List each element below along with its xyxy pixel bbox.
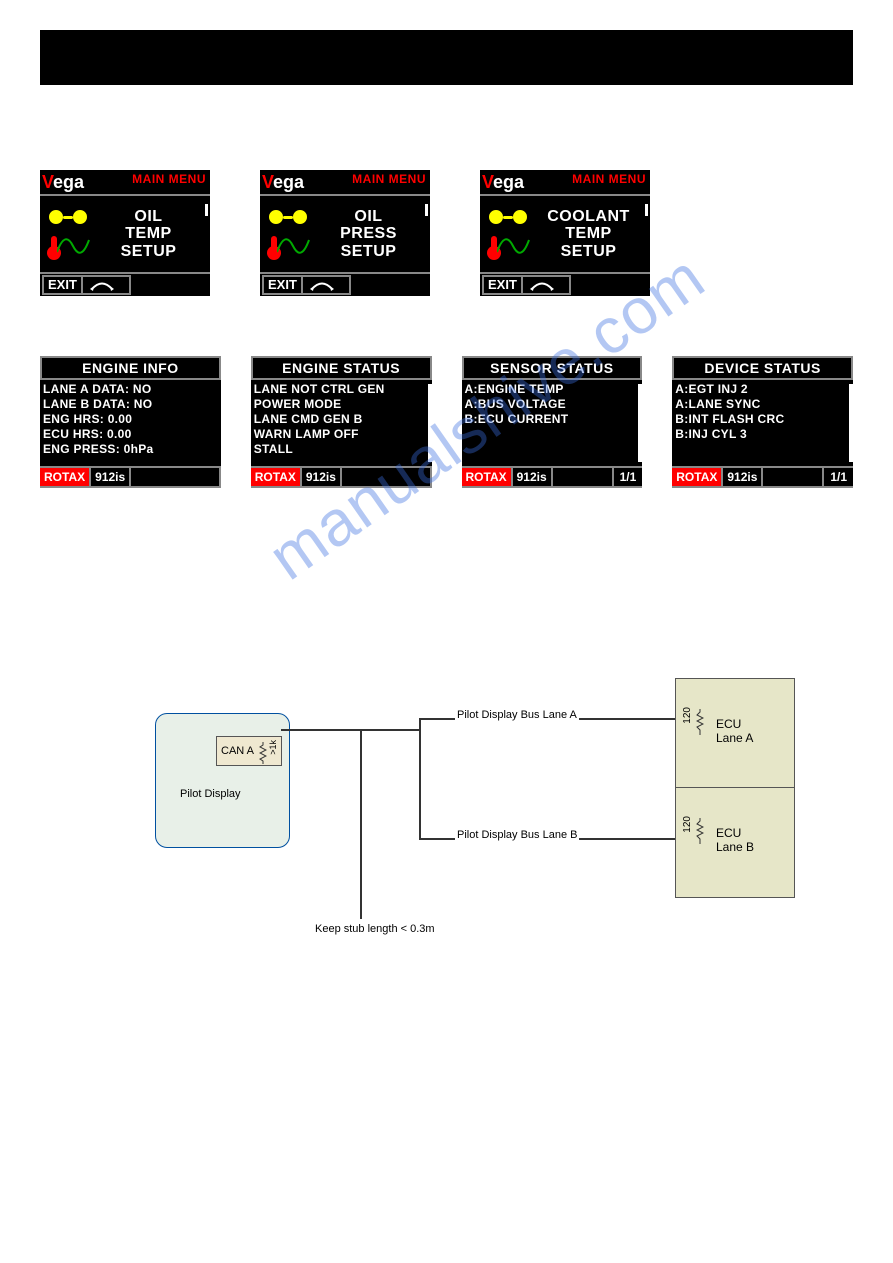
vega-icon (480, 196, 535, 272)
exit-button[interactable]: EXIT (482, 275, 523, 295)
wiring-diagram: CAN A >1k Pilot Display Keep stub length… (155, 678, 795, 938)
vega-brand: Vega (42, 172, 84, 193)
side-mark (425, 204, 428, 216)
ecu-a-label: ECULane A (716, 717, 753, 746)
page-indicator: 1/1 (824, 468, 853, 486)
ecu-b-label: ECULane B (716, 826, 754, 855)
page-indicator: 1/1 (614, 468, 643, 486)
status-screen: DEVICE STATUS A:EGT INJ 2 A:LANE SYNC B:… (672, 356, 853, 488)
can-a-resistor-value: >1k (269, 740, 278, 755)
vega-icon (40, 196, 95, 272)
vega-line: COOLANT (547, 208, 630, 226)
nav-arrows[interactable] (83, 275, 131, 295)
main-menu-label: MAIN MENU (352, 172, 426, 186)
vega-brand: Vega (482, 172, 524, 193)
scroll-mark (638, 384, 642, 462)
status-title: DEVICE STATUS (672, 356, 853, 380)
status-line: A:LANE SYNC (675, 397, 850, 412)
vega-brand: Vega (262, 172, 304, 193)
status-title: ENGINE STATUS (251, 356, 432, 380)
vega-v: V (262, 172, 273, 192)
pilot-display-label: Pilot Display (180, 788, 241, 800)
rotax-badge: ROTAX (462, 468, 513, 486)
status-title: SENSOR STATUS (462, 356, 643, 380)
side-mark (205, 204, 208, 216)
status-title: ENGINE INFO (40, 356, 221, 380)
can-a-label: CAN A (221, 745, 254, 757)
ecu-b-resistor-value: 120 (682, 816, 693, 833)
ecu-lane-b-box: 120 ECULane B (675, 788, 795, 898)
status-line: LANE CMD GEN B (254, 412, 429, 427)
status-screens-row: ENGINE INFO LANE A DATA: NO LANE B DATA:… (40, 356, 853, 488)
status-line: LANE NOT CTRL GEN (254, 382, 429, 397)
status-line: LANE A DATA: NO (43, 382, 218, 397)
stub-length-note: Keep stub length < 0.3m (315, 923, 435, 935)
exit-button[interactable]: EXIT (42, 275, 83, 295)
status-line: ECU HRS: 0.00 (43, 427, 218, 442)
status-line: B:INT FLASH CRC (675, 412, 850, 427)
vega-line: TEMP (565, 225, 611, 243)
vega-screens-row: Vega MAIN MENU OIL TEMP SETUP (40, 170, 853, 296)
vega-line: SETUP (341, 243, 397, 261)
stub-wire (281, 729, 419, 731)
status-line: B:ECU CURRENT (465, 412, 640, 427)
status-screen: ENGINE INFO LANE A DATA: NO LANE B DATA:… (40, 356, 221, 488)
stub-callout-line (360, 729, 362, 919)
status-line: A:BUS VOLTAGE (465, 397, 640, 412)
model-badge: 912is (513, 468, 553, 486)
bus-lane-b-label: Pilot Display Bus Lane B (455, 829, 579, 841)
status-line: ENG HRS: 0.00 (43, 412, 218, 427)
rotax-badge: ROTAX (251, 468, 302, 486)
model-badge: 912is (302, 468, 342, 486)
ecu-lane-a-box: 120 ECULane A (675, 678, 795, 788)
vega-line: OIL (354, 208, 382, 226)
vega-ega: ega (273, 172, 304, 192)
status-line: ENG PRESS: 0hPa (43, 442, 218, 457)
scroll-mark (849, 384, 853, 462)
nav-arrows[interactable] (523, 275, 571, 295)
main-menu-label: MAIN MENU (572, 172, 646, 186)
vega-v: V (482, 172, 493, 192)
status-screen: SENSOR STATUS A:ENGINE TEMP A:BUS VOLTAG… (462, 356, 643, 488)
bus-lane-a-label: Pilot Display Bus Lane A (455, 709, 579, 721)
vega-v: V (42, 172, 53, 192)
status-line: STALL (254, 442, 429, 457)
model-badge: 912is (723, 468, 763, 486)
pilot-display-box: CAN A >1k Pilot Display (155, 713, 290, 848)
status-line: B:INJ CYL 3 (675, 427, 850, 442)
side-mark (645, 204, 648, 216)
vega-screen: Vega MAIN MENU OIL TEMP SETUP (40, 170, 210, 296)
scroll-mark (428, 384, 432, 462)
vega-line: SETUP (121, 243, 177, 261)
vega-ega: ega (493, 172, 524, 192)
can-a-box: CAN A >1k (216, 736, 282, 766)
header-blackbar (40, 30, 853, 85)
vega-line: PRESS (340, 225, 397, 243)
nav-arrows[interactable] (303, 275, 351, 295)
status-line: A:EGT INJ 2 (675, 382, 850, 397)
rotax-badge: ROTAX (672, 468, 723, 486)
model-badge: 912is (91, 468, 131, 486)
resistor-icon (259, 742, 267, 767)
status-line: WARN LAMP OFF (254, 427, 429, 442)
vega-line: TEMP (125, 225, 171, 243)
rotax-badge: ROTAX (40, 468, 91, 486)
resistor-icon (696, 709, 704, 740)
vega-screen: Vega MAIN MENU OIL PRESS SETUP EXIT (260, 170, 430, 296)
ecu-a-resistor-value: 120 (682, 707, 693, 724)
resistor-icon (696, 818, 704, 849)
vega-line: OIL (134, 208, 162, 226)
status-line: LANE B DATA: NO (43, 397, 218, 412)
vega-ega: ega (53, 172, 84, 192)
main-menu-label: MAIN MENU (132, 172, 206, 186)
status-line: POWER MODE (254, 397, 429, 412)
vega-icon (260, 196, 315, 272)
status-screen: ENGINE STATUS LANE NOT CTRL GEN POWER MO… (251, 356, 432, 488)
bus-junction (419, 718, 421, 840)
vega-screen: Vega MAIN MENU COOLANT TEMP SETUP EXIT (480, 170, 650, 296)
status-line: A:ENGINE TEMP (465, 382, 640, 397)
exit-button[interactable]: EXIT (262, 275, 303, 295)
vega-line: SETUP (561, 243, 617, 261)
